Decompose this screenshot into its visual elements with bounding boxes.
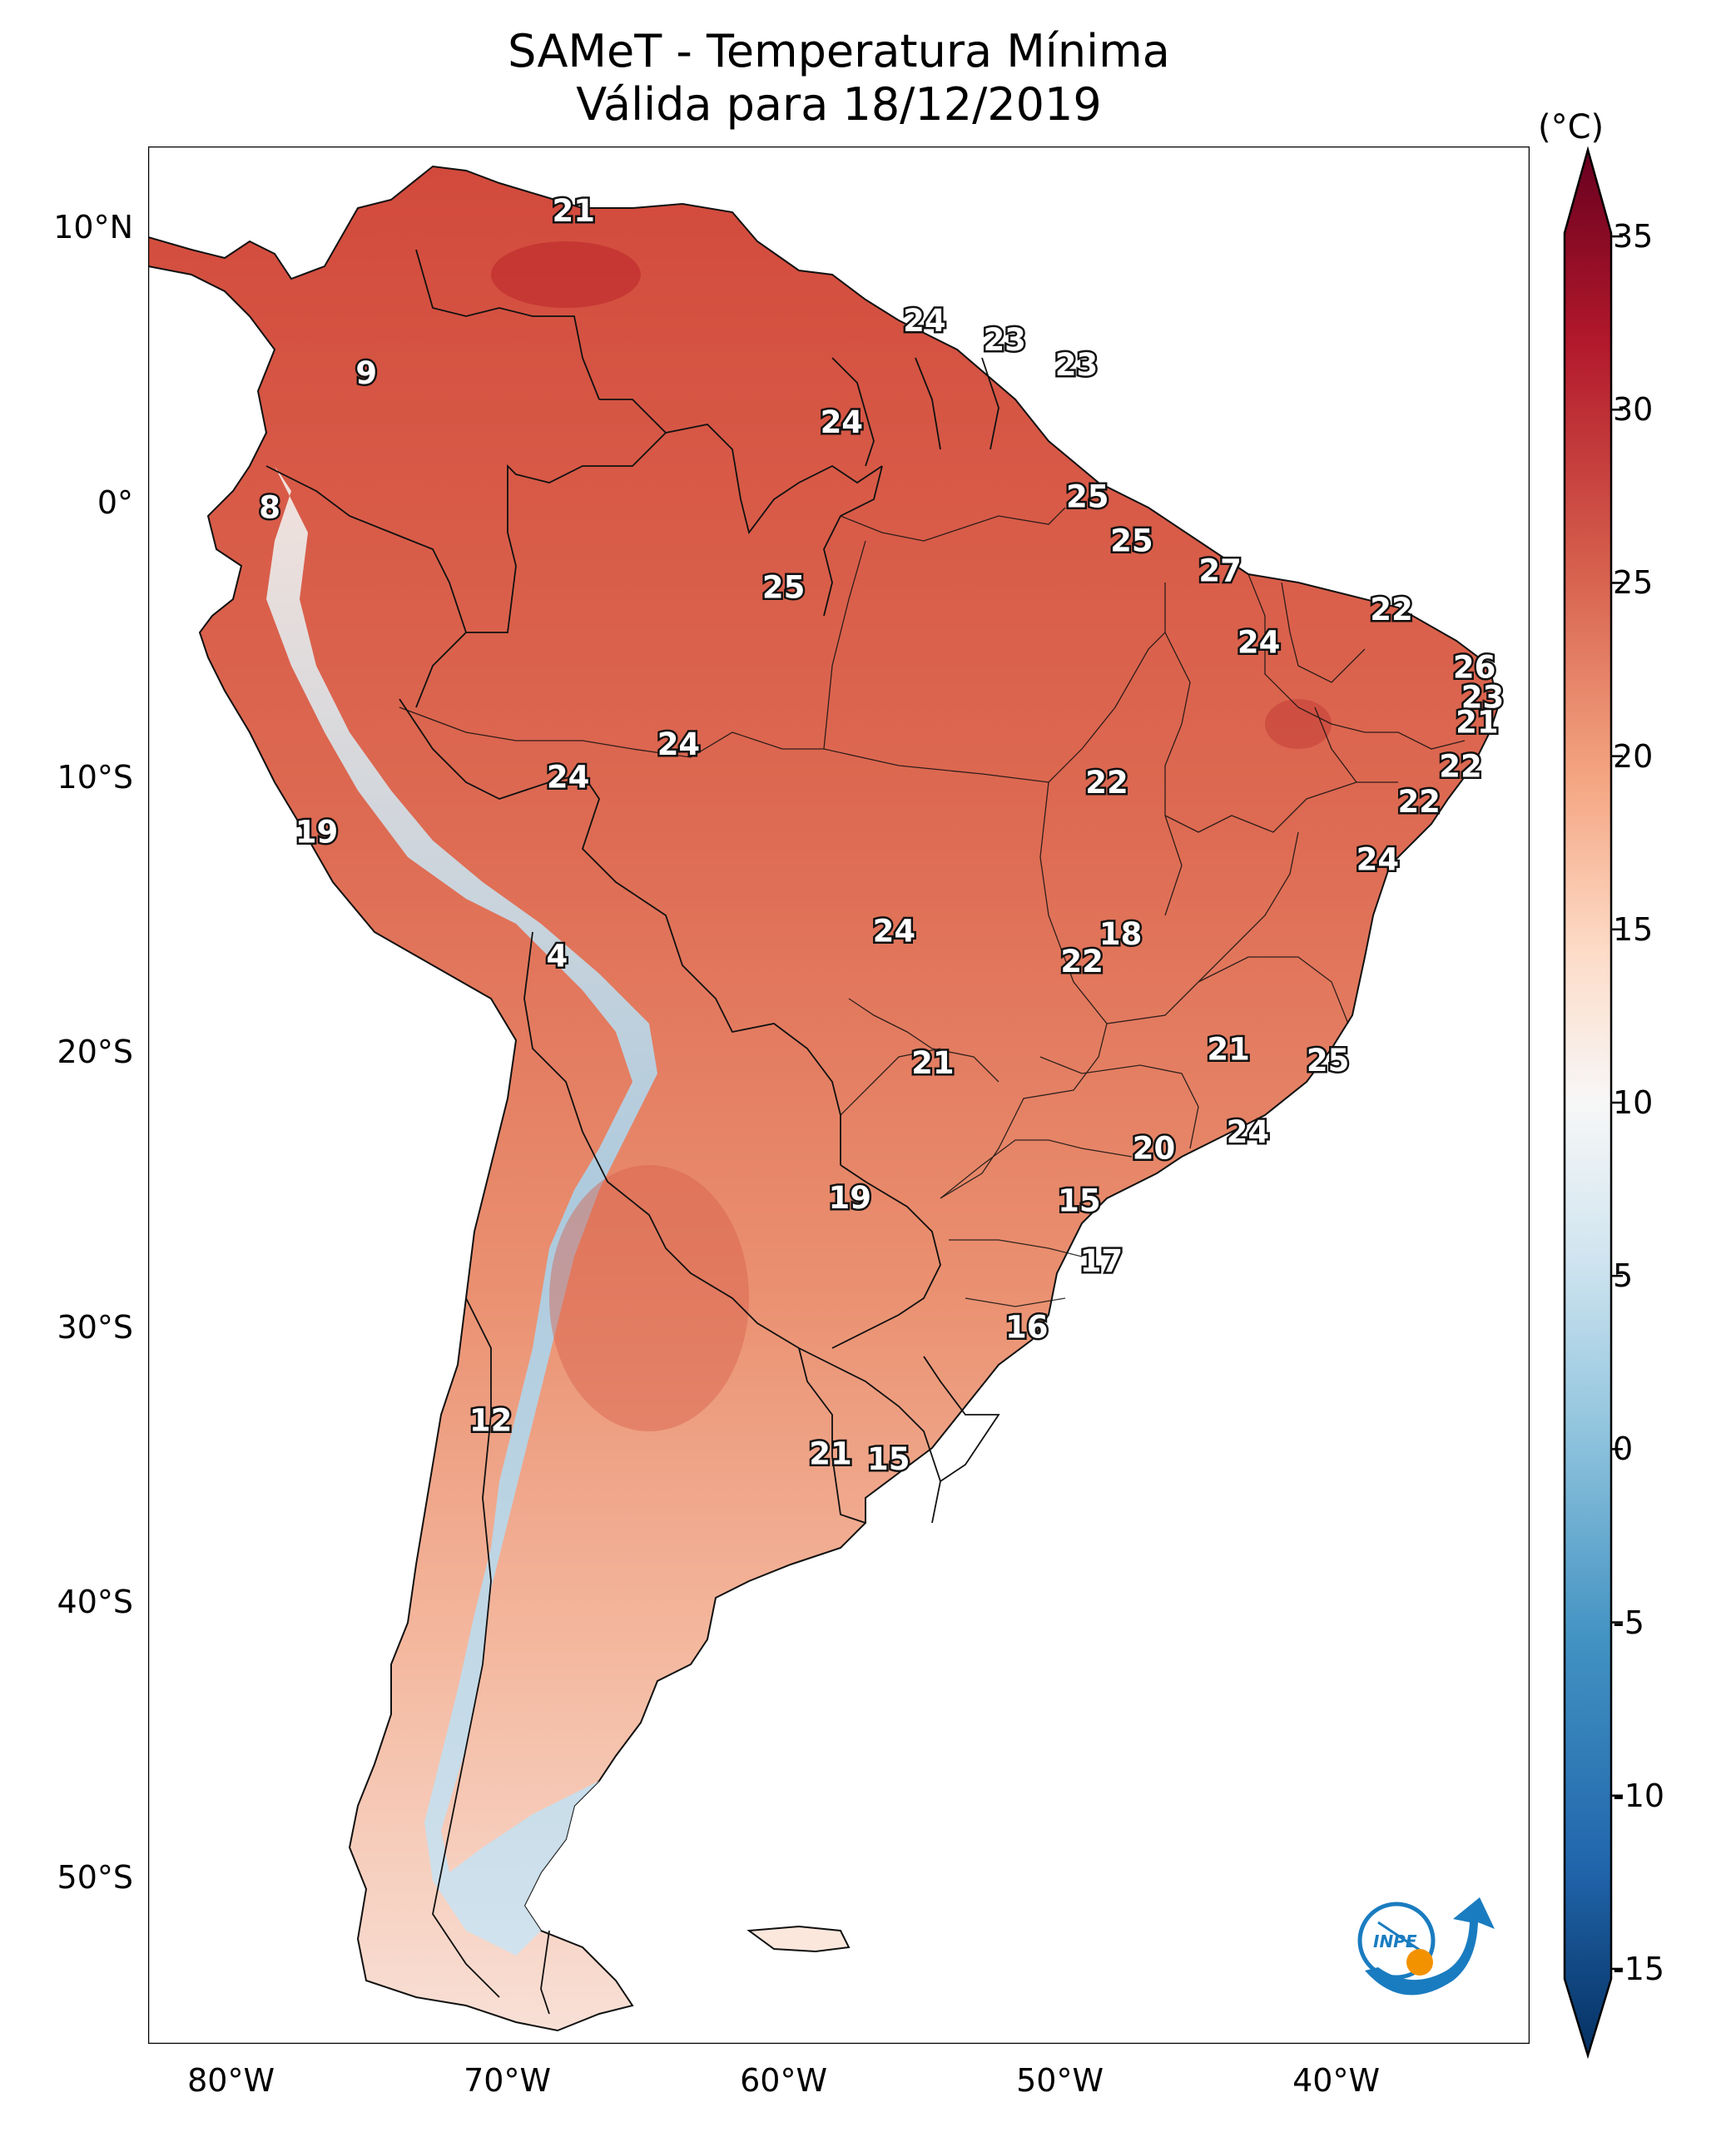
station-value-label: 21 (553, 193, 596, 229)
latitude-tick-label: 30°S (57, 1308, 133, 1346)
colorbar (1563, 146, 1623, 2060)
station-value-label: 24 (657, 726, 701, 762)
station-value-label: 21 (809, 1435, 852, 1471)
station-value-label: 23 (1055, 347, 1099, 383)
south-america-landmass (148, 165, 1500, 2032)
latitude-tick-label: 20°S (57, 1034, 133, 1071)
station-value-label: 24 (1357, 842, 1400, 878)
warm-spot-venezuela (491, 241, 641, 308)
station-value-label: 23 (1461, 680, 1505, 716)
logo-text: INPE (1373, 1931, 1417, 1951)
latitude-tick-label: 50°S (57, 1858, 133, 1896)
colorbar-unit-label: (°C) (1538, 108, 1605, 146)
station-value-label: 8 (259, 490, 280, 526)
latitude-tick-label: 40°S (57, 1584, 133, 1621)
station-value-label: 22 (1060, 944, 1104, 979)
colorbar-tick-marks (1611, 235, 1623, 1971)
station-value-label: 12 (469, 1403, 513, 1439)
colorbar-tick-label: 15 (1613, 910, 1654, 948)
colorbar-tick-label: -5 (1613, 1604, 1644, 1641)
station-value-label: 25 (762, 570, 806, 606)
station-value-label: 24 (1227, 1114, 1270, 1150)
station-value-label: 22 (1439, 748, 1482, 784)
station-value-label: 19 (829, 1180, 872, 1216)
station-value-label: 24 (821, 404, 864, 440)
map-subtitle: Válida para 18/12/2019 (576, 78, 1102, 131)
falkland-islands (746, 1925, 851, 1953)
station-value-label: 16 (1005, 1309, 1049, 1345)
country-borders (265, 249, 1000, 2015)
station-value-label: 25 (1307, 1043, 1350, 1078)
station-value-label: 25 (1110, 523, 1153, 558)
colorbar-body (1563, 146, 1613, 2060)
latitude-tick-label: 0° (97, 483, 133, 521)
station-value-label: 20 (1133, 1131, 1176, 1167)
andes-cold-region (266, 466, 657, 1956)
colorbar-tick-label: 30 (1613, 391, 1654, 429)
longitude-tick-label: 80°W (187, 2062, 275, 2099)
station-value-label: 17 (1080, 1243, 1123, 1279)
station-value-label: 18 (1099, 916, 1143, 952)
colorbar-tick-label: 5 (1613, 1257, 1634, 1295)
station-value-label: 22 (1370, 592, 1413, 627)
station-value-label: 24 (1238, 625, 1281, 661)
station-value-label: 15 (1058, 1183, 1101, 1218)
longitude-tick-label: 50°W (1016, 2062, 1104, 2099)
colorbar-tick-label: -15 (1613, 1950, 1665, 1987)
logo-arrow (1365, 1897, 1495, 1996)
map-title: SAMeT - Temperatura Mínima (508, 25, 1170, 77)
station-value-label: 21 (911, 1045, 955, 1081)
colorbar-tick-label: 35 (1613, 218, 1654, 255)
station-value-label: 26 (1453, 649, 1496, 685)
warm-spot-northeast (1265, 699, 1332, 749)
station-value-label: 23 (983, 322, 1026, 358)
latitude-tick-label: 10°S (57, 759, 133, 796)
colorbar-tick-label: 20 (1613, 737, 1654, 775)
station-value-label: 25 (1066, 478, 1109, 514)
longitude-tick-label: 70°W (464, 2062, 552, 2099)
station-value-label: 22 (1397, 784, 1441, 820)
latitude-tick-label: 10°N (53, 209, 133, 246)
station-value-label: 27 (1198, 553, 1242, 589)
longitude-tick-label: 40°W (1292, 2062, 1381, 2099)
station-value-label: 21 (1456, 704, 1499, 740)
longitude-tick-label: 60°W (740, 2062, 828, 2099)
logo-orange-dot (1406, 1949, 1433, 1976)
state-borders (399, 507, 1466, 1307)
inpe-logo: INPE (1357, 1897, 1495, 1996)
colorbar-tick-label: -10 (1613, 1777, 1665, 1814)
station-value-label: 24 (873, 914, 916, 950)
station-value-label: 21 (1207, 1032, 1250, 1068)
station-value-label: 24 (547, 760, 590, 796)
colorbar-tick-label: 25 (1613, 564, 1654, 602)
station-value-label: 4 (546, 938, 568, 974)
station-value-label: 15 (867, 1441, 910, 1477)
warm-spot-chaco (549, 1165, 749, 1431)
colorbar-tick-label: 10 (1613, 1084, 1654, 1121)
station-value-label: 24 (903, 303, 946, 339)
station-value-label: 22 (1085, 765, 1128, 801)
colorbar-tick-label: 0 (1613, 1431, 1634, 1468)
station-value-label: 19 (295, 815, 339, 850)
station-value-label: 9 (355, 355, 377, 391)
